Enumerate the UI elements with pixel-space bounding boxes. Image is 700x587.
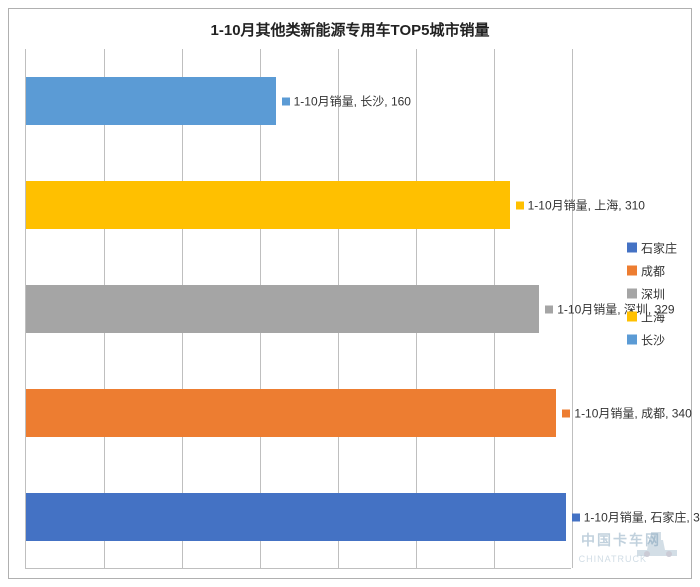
bar-data-label: 1-10月销量, 成都, 340 — [562, 405, 691, 422]
bars-layer: 1-10月销量, 长沙, 1601-10月销量, 上海, 3101-10月销量,… — [26, 49, 571, 568]
bar-data-label: 1-10月销量, 长沙, 160 — [282, 93, 411, 110]
legend-swatch-icon — [627, 289, 637, 299]
bar-marker-icon — [562, 409, 570, 417]
legend-swatch-icon — [627, 312, 637, 322]
bar-data-label: 1-10月销量, 上海, 310 — [516, 197, 645, 214]
watermark-subtext: CHINATRUCK — [579, 554, 647, 564]
bar-marker-icon — [545, 305, 553, 313]
bar-marker-icon — [572, 513, 580, 521]
legend-label: 成都 — [641, 262, 665, 279]
bar-marker-icon — [516, 201, 524, 209]
watermark-text: 中国卡车网 — [581, 530, 661, 550]
bar — [26, 389, 556, 437]
bar-slot: 1-10月销量, 石家庄, 346 — [26, 465, 571, 569]
legend-item: 深圳 — [627, 285, 677, 302]
bar-label-text: 1-10月销量, 长沙, 160 — [294, 93, 411, 110]
legend: 石家庄成都深圳上海长沙 — [627, 233, 677, 354]
bar-label-text: 1-10月销量, 上海, 310 — [528, 197, 645, 214]
bar-slot: 1-10月销量, 上海, 310 — [26, 153, 571, 257]
legend-item: 上海 — [627, 308, 677, 325]
legend-label: 上海 — [641, 308, 665, 325]
legend-label: 深圳 — [641, 285, 665, 302]
legend-item: 长沙 — [627, 331, 677, 348]
bar — [26, 285, 539, 333]
legend-label: 石家庄 — [641, 239, 677, 256]
bar-marker-icon — [282, 97, 290, 105]
bar — [26, 493, 566, 541]
legend-swatch-icon — [627, 335, 637, 345]
bar — [26, 181, 510, 229]
bar-slot: 1-10月销量, 成都, 340 — [26, 361, 571, 465]
legend-swatch-icon — [627, 243, 637, 253]
legend-item: 成都 — [627, 262, 677, 279]
legend-item: 石家庄 — [627, 239, 677, 256]
legend-label: 长沙 — [641, 331, 665, 348]
chart-title: 1-10月其他类新能源专用车TOP5城市销量 — [9, 9, 691, 46]
legend-swatch-icon — [627, 266, 637, 276]
plot-area: 1-10月销量, 长沙, 1601-10月销量, 上海, 3101-10月销量,… — [25, 49, 571, 569]
chart-container: 1-10月其他类新能源专用车TOP5城市销量 1-10月销量, 长沙, 160 1… — [8, 8, 692, 579]
bar-slot: 1-10月销量, 长沙, 160 — [26, 49, 571, 153]
bar-label-text: 1-10月销量, 成都, 340 — [574, 405, 691, 422]
bar-slot: 1-10月销量, 深圳, 329 — [26, 257, 571, 361]
bar — [26, 77, 276, 125]
